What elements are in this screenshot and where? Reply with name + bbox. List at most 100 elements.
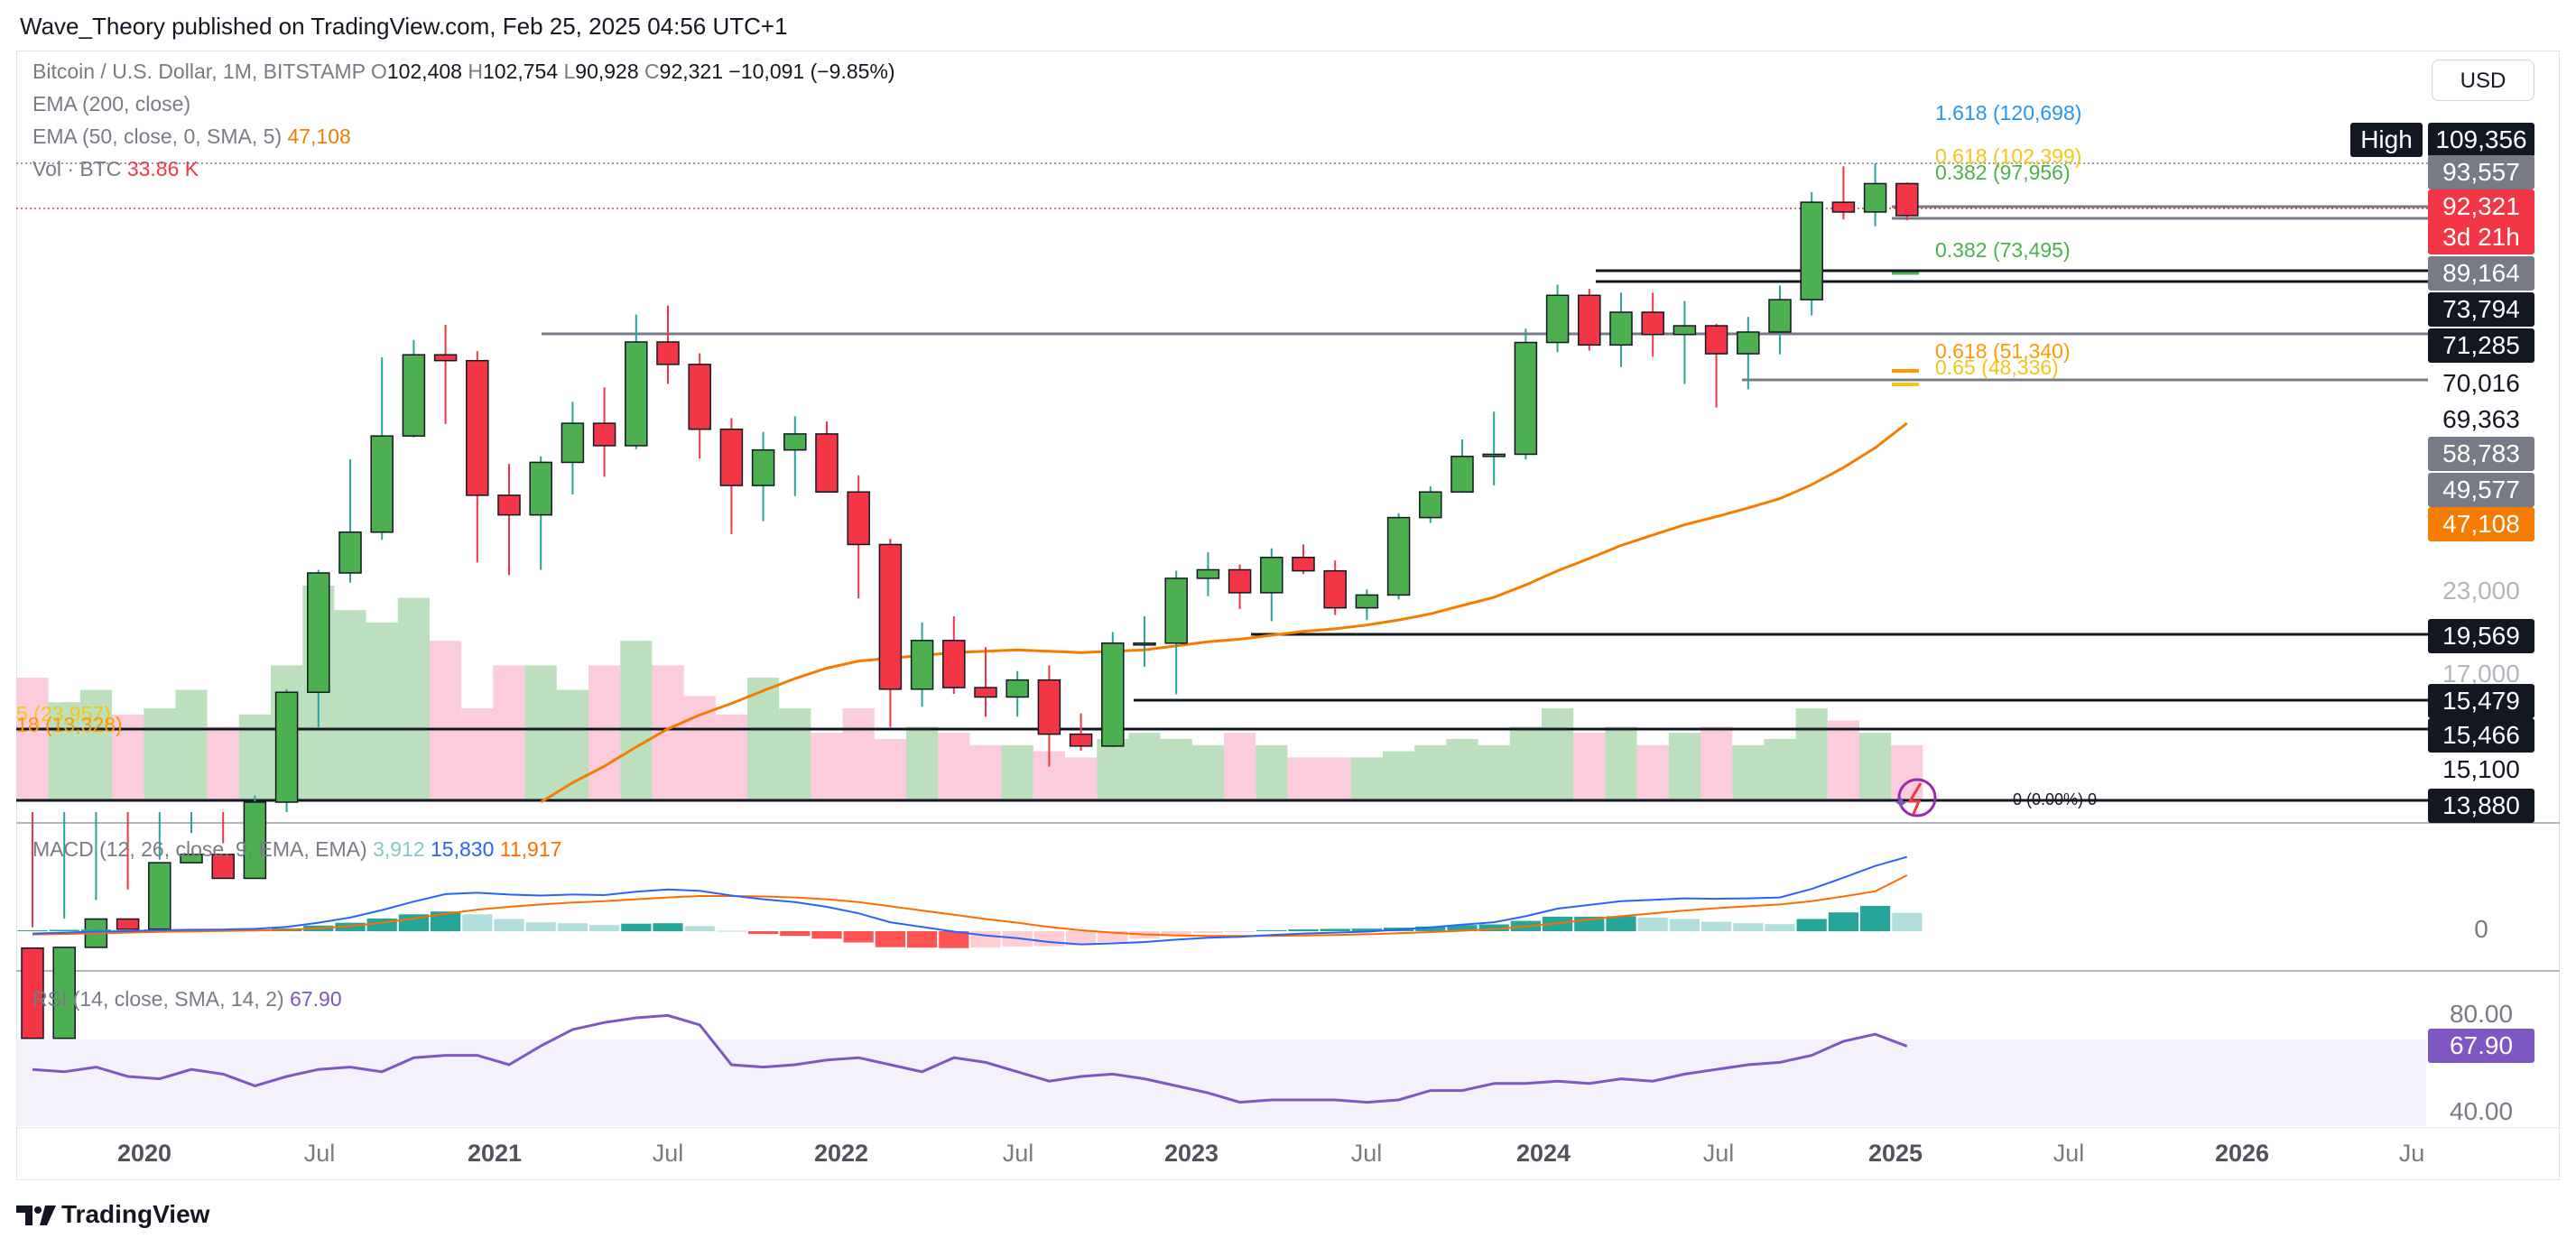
candle: [433, 324, 458, 424]
candle: [974, 647, 997, 717]
macd-histogram-bar: [939, 931, 969, 948]
volume-area-segment: [1668, 733, 1700, 800]
fib-label-065: 0.65 (48,336): [1935, 356, 2059, 379]
price-label-109356: 109,356: [2428, 123, 2534, 157]
volume-area-segment: [1827, 720, 1859, 800]
fib-label-0618-upper: 0.618 (102,399): [1935, 144, 2082, 168]
candle-body: [1037, 679, 1061, 735]
candle: [1704, 323, 1728, 408]
macd-histogram-bar: [1192, 931, 1223, 934]
macd-histogram-bar: [398, 914, 429, 931]
macd-histogram-bar: [780, 931, 811, 937]
ema50-legend[interactable]: EMA (50, close, 0, SMA, 5) 47,108: [32, 125, 351, 149]
candle: [52, 812, 76, 1039]
ema200-label: EMA (200, close): [32, 92, 191, 115]
candle-body: [1768, 299, 1792, 333]
candle-body: [274, 691, 299, 803]
candle: [116, 812, 140, 930]
volume-area-segment: [16, 678, 49, 800]
volume-area-segment: [969, 744, 1002, 800]
time-axis-label: 2023: [1163, 1140, 1219, 1167]
time-axis-label: Jul: [652, 1140, 684, 1167]
candle-body: [1450, 456, 1474, 493]
low-label: L: [563, 60, 576, 83]
volume-area-segment: [1446, 739, 1478, 800]
candle: [529, 456, 552, 570]
candle: [1482, 411, 1506, 486]
price-label-69363: 69,363: [2442, 405, 2520, 433]
volume-legend[interactable]: Vol · BTC 33.86 K: [32, 157, 199, 181]
candle: [656, 305, 680, 384]
candle: [878, 539, 903, 727]
candle-body: [402, 354, 426, 437]
candle-body: [1228, 568, 1252, 594]
candle: [847, 475, 870, 599]
macd-histogram-bar: [1415, 926, 1446, 931]
macd-histogram-bar: [557, 923, 588, 931]
macd-histogram-bar: [1033, 931, 1064, 947]
candle-body: [116, 918, 140, 930]
candle: [1292, 544, 1315, 575]
price-label-15100: 15,100: [2442, 755, 2520, 783]
volume-area-segment: [1478, 744, 1510, 800]
macd-histogram-bar: [748, 931, 779, 935]
candle-body: [592, 422, 616, 447]
candle: [1323, 560, 1347, 615]
time-axis-label: Jul: [1002, 1140, 1034, 1167]
currency-button[interactable]: USD: [2432, 60, 2534, 101]
symbol-name[interactable]: Bitcoin / U.S. Dollar, 1M, BITSTAMP: [32, 60, 366, 83]
time-axis-label: Jul: [1702, 1140, 1735, 1167]
volume-area-segment: [1700, 726, 1733, 800]
candle: [1133, 616, 1156, 667]
price-label-15479: 15,479: [2428, 684, 2534, 718]
candle: [497, 464, 521, 576]
alert-icon[interactable]: ✦: [1894, 778, 1937, 817]
macd-histogram-bar: [1701, 921, 1732, 931]
ema50-label: EMA (50, close, 0, SMA, 5): [32, 125, 283, 148]
volume-area-segment: [207, 726, 239, 800]
macd-histogram-bar: [1098, 931, 1128, 942]
macd-histogram-bar: [1320, 928, 1350, 931]
candle-body: [688, 364, 711, 430]
volume-area-segment: [1414, 744, 1447, 800]
candle-body: [625, 341, 648, 447]
volume-area-segment: [524, 665, 557, 800]
volume-area-segment: [1001, 744, 1033, 800]
candle: [1037, 665, 1061, 767]
candle-body: [1386, 516, 1411, 596]
volume-area-segment: [1350, 757, 1383, 800]
footer-brand[interactable]: TradingView: [61, 1200, 210, 1228]
macd-histogram-bar: [335, 922, 366, 931]
candle-body: [180, 854, 203, 864]
volume-area-segment: [1097, 739, 1129, 800]
macd-layer: [17, 855, 1923, 948]
candle: [1164, 570, 1188, 695]
candle: [1609, 292, 1633, 367]
macd-legend[interactable]: MACD (12, 26, close, 9, EMA, EMA) 3,912 …: [32, 837, 561, 862]
macd-histogram-bar: [1351, 928, 1382, 931]
candle: [1641, 292, 1664, 357]
price-label-71285: 71,285: [2428, 328, 2534, 363]
macd-histogram-bar: [684, 926, 715, 931]
candle-body: [1196, 568, 1220, 579]
candle-body: [910, 640, 934, 690]
volume-area-segment: [683, 696, 716, 800]
rsi-line: [32, 1013, 1908, 1104]
candle-body: [1800, 201, 1823, 300]
rsi-legend[interactable]: RSI (14, close, SMA, 14, 2) 67.90: [32, 987, 342, 1011]
macd-axis-zero: 0: [2474, 915, 2488, 943]
volume-area-segment: [461, 708, 494, 800]
candle-body: [1069, 733, 1093, 747]
ema200-legend[interactable]: EMA (200, close): [32, 92, 190, 116]
candle-body: [1673, 325, 1697, 336]
high-label: H: [468, 60, 483, 83]
macd-histogram-bar: [1637, 917, 1668, 931]
price-label-3d21h: 3d 21h: [2428, 220, 2534, 254]
volume-area-segment: [366, 622, 398, 800]
volume-value: 33.86 K: [126, 157, 199, 180]
volume-area-segment: [1065, 757, 1098, 800]
rsi-level-80: 80.00: [2449, 1000, 2514, 1028]
time-axis-label: Ju: [2398, 1140, 2425, 1167]
chart-frame[interactable]: [16, 51, 2560, 1180]
